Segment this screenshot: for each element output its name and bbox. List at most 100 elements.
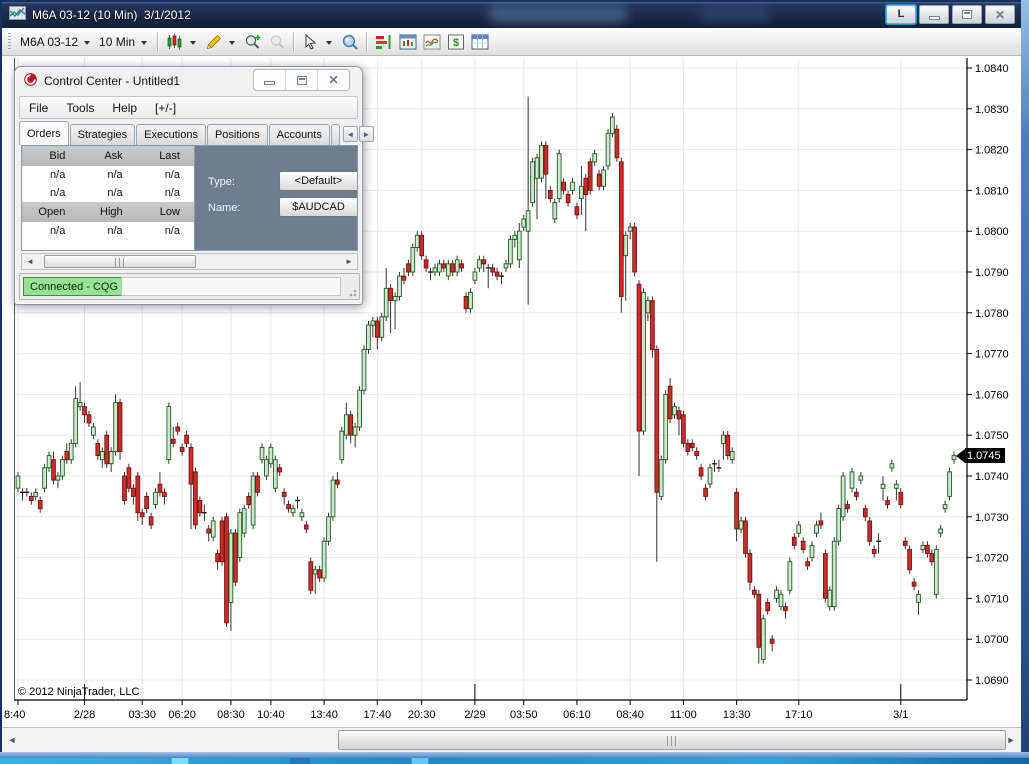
title-bar[interactable]: M6A 03-12 (10 Min) 3/1/2012 L ✕ [2, 2, 1021, 28]
control-center-title: Control Center - Untitled1 [44, 73, 181, 88]
svg-text:06:20: 06:20 [168, 709, 196, 721]
type-dropdown[interactable]: <Default> [279, 171, 357, 191]
maximize-button[interactable] [952, 5, 982, 24]
scrollbar-thumb[interactable] [338, 730, 1006, 750]
chart-horizontal-scrollbar[interactable]: ◄ ► [2, 727, 1021, 752]
data-grid-button[interactable] [468, 30, 492, 54]
tab-account-data-truncated[interactable]: Ac [330, 124, 340, 145]
svg-text:8:40: 8:40 [4, 709, 25, 721]
scrollbar-thumb[interactable] [44, 255, 196, 268]
close-icon: ✕ [994, 7, 1006, 22]
chevron-down-icon[interactable] [326, 40, 333, 45]
interval-selector[interactable]: 10 Min [99, 34, 136, 49]
desktop-strip [0, 758, 1029, 764]
ask-value: n/a [107, 169, 123, 181]
svg-text:1.0770: 1.0770 [975, 349, 1009, 361]
svg-text:3/1: 3/1 [893, 709, 908, 721]
orders-tab-panel: Bid Ask Last n/a n/a n/a n/a n/a n/a Ope… [21, 145, 358, 251]
col-last: Last [159, 150, 180, 162]
thumb-grip-icon [667, 736, 677, 746]
depth-bars-icon [376, 34, 391, 49]
cc-minimize-button[interactable] [254, 70, 286, 90]
candles-layer [15, 96, 957, 664]
candlestick-icon [167, 33, 182, 50]
desktop-edge [1021, 0, 1029, 764]
chevron-down-icon[interactable] [84, 40, 91, 45]
control-center-title-bar[interactable]: Control Center - Untitled1 ✕ [15, 67, 362, 94]
tab-positions[interactable]: Positions [206, 124, 268, 145]
name-dropdown[interactable]: $AUDCAD [279, 197, 357, 217]
cc-maximize-button[interactable] [286, 70, 318, 90]
zoom-out-button[interactable] [265, 30, 289, 54]
tabs-scroll-left-button[interactable]: ◄ [342, 126, 358, 142]
chart-toolbar: M6A 03-12 10 Min [2, 28, 1021, 56]
chevron-down-icon[interactable] [190, 40, 197, 45]
svg-text:1.0720: 1.0720 [975, 553, 1009, 565]
last-price-marker: 1.0745 [956, 448, 1005, 463]
tab-accounts[interactable]: Accounts [268, 124, 330, 145]
table-row: n/a n/a n/a [22, 166, 194, 184]
candlestick-chart[interactable]: 1.0840 1.0830 1.0820 1.0810 1.0800 1.0790 1.07… [0, 56, 1023, 727]
svg-text:1.0690: 1.0690 [975, 675, 1009, 687]
resize-grip[interactable] [347, 287, 357, 297]
chart-copyright: © 2012 NinjaTrader, LLC [18, 686, 140, 698]
control-center-tabs: Orders Strategies Executions Positions A… [19, 121, 374, 145]
maximize-icon [296, 75, 307, 85]
svg-text:$: $ [453, 37, 459, 49]
low-value: n/a [164, 225, 180, 237]
svg-text:1.0750: 1.0750 [975, 430, 1009, 442]
scroll-left-arrow[interactable]: ◄ [7, 735, 17, 745]
scroll-right-arrow[interactable]: ► [345, 257, 353, 266]
new-chart-button[interactable] [396, 30, 420, 54]
tab-executions[interactable]: Executions [136, 124, 206, 145]
glass-reflection [488, 6, 628, 23]
type-label: Type: [208, 176, 235, 188]
scroll-left-arrow[interactable]: ◄ [26, 257, 34, 266]
svg-text:2/28: 2/28 [74, 709, 95, 721]
link-button[interactable]: L [886, 5, 916, 24]
control-center-window[interactable]: Control Center - Untitled1 ✕ File Tools … [14, 66, 374, 305]
tabs-scroll-right-button[interactable]: ► [358, 126, 374, 142]
minimize-icon [264, 81, 275, 85]
svg-text:1.0820: 1.0820 [975, 145, 1009, 157]
indicators-button[interactable] [420, 30, 444, 54]
svg-text:06:10: 06:10 [563, 709, 591, 721]
market-depth-button[interactable] [372, 30, 396, 54]
instrument-selector[interactable]: M6A 03-12 [20, 34, 79, 49]
cc-horizontal-scrollbar[interactable]: ◄ ► [21, 253, 358, 270]
toolbar-separator [366, 31, 369, 52]
chevron-down-icon[interactable] [141, 40, 148, 45]
toolbar-separator [157, 31, 160, 52]
menu-tools[interactable]: Tools [66, 100, 95, 115]
close-icon: ✕ [328, 73, 339, 87]
scroll-right-arrow[interactable]: ► [1006, 735, 1016, 745]
tab-strategies[interactable]: Strategies [69, 124, 136, 145]
svg-text:08:40: 08:40 [616, 709, 644, 721]
chart-style-button[interactable] [163, 30, 187, 54]
drawing-tools-button[interactable] [202, 30, 226, 54]
table-row: n/a n/a n/a [22, 222, 194, 240]
toolbar-grip[interactable] [8, 32, 11, 51]
tab-orders[interactable]: Orders [19, 121, 69, 145]
menu-expand-collapse[interactable]: [+/-] [155, 100, 177, 115]
menu-file[interactable]: File [29, 100, 49, 115]
status-bar: Connected - CQG [19, 273, 360, 300]
zoom-in-button[interactable] [241, 30, 265, 54]
chevron-down-icon[interactable] [229, 40, 236, 45]
close-button[interactable]: ✕ [985, 5, 1015, 24]
status-message-field [121, 277, 341, 296]
svg-text:1.0700: 1.0700 [975, 634, 1009, 646]
cursor-mode-button[interactable] [299, 30, 323, 54]
account-button[interactable]: $ [444, 30, 468, 54]
ohl-header-row: Open High Low [22, 202, 194, 222]
menu-help[interactable]: Help [112, 100, 138, 115]
zoom-in-icon [245, 34, 261, 49]
grid-panel-icon [471, 34, 489, 49]
svg-text:1.0830: 1.0830 [975, 104, 1009, 116]
minimize-button[interactable] [919, 5, 949, 24]
price-arrow-icon [956, 448, 965, 463]
data-box-button[interactable] [338, 30, 362, 54]
cc-close-button[interactable]: ✕ [318, 70, 349, 90]
open-value: n/a [50, 225, 66, 237]
